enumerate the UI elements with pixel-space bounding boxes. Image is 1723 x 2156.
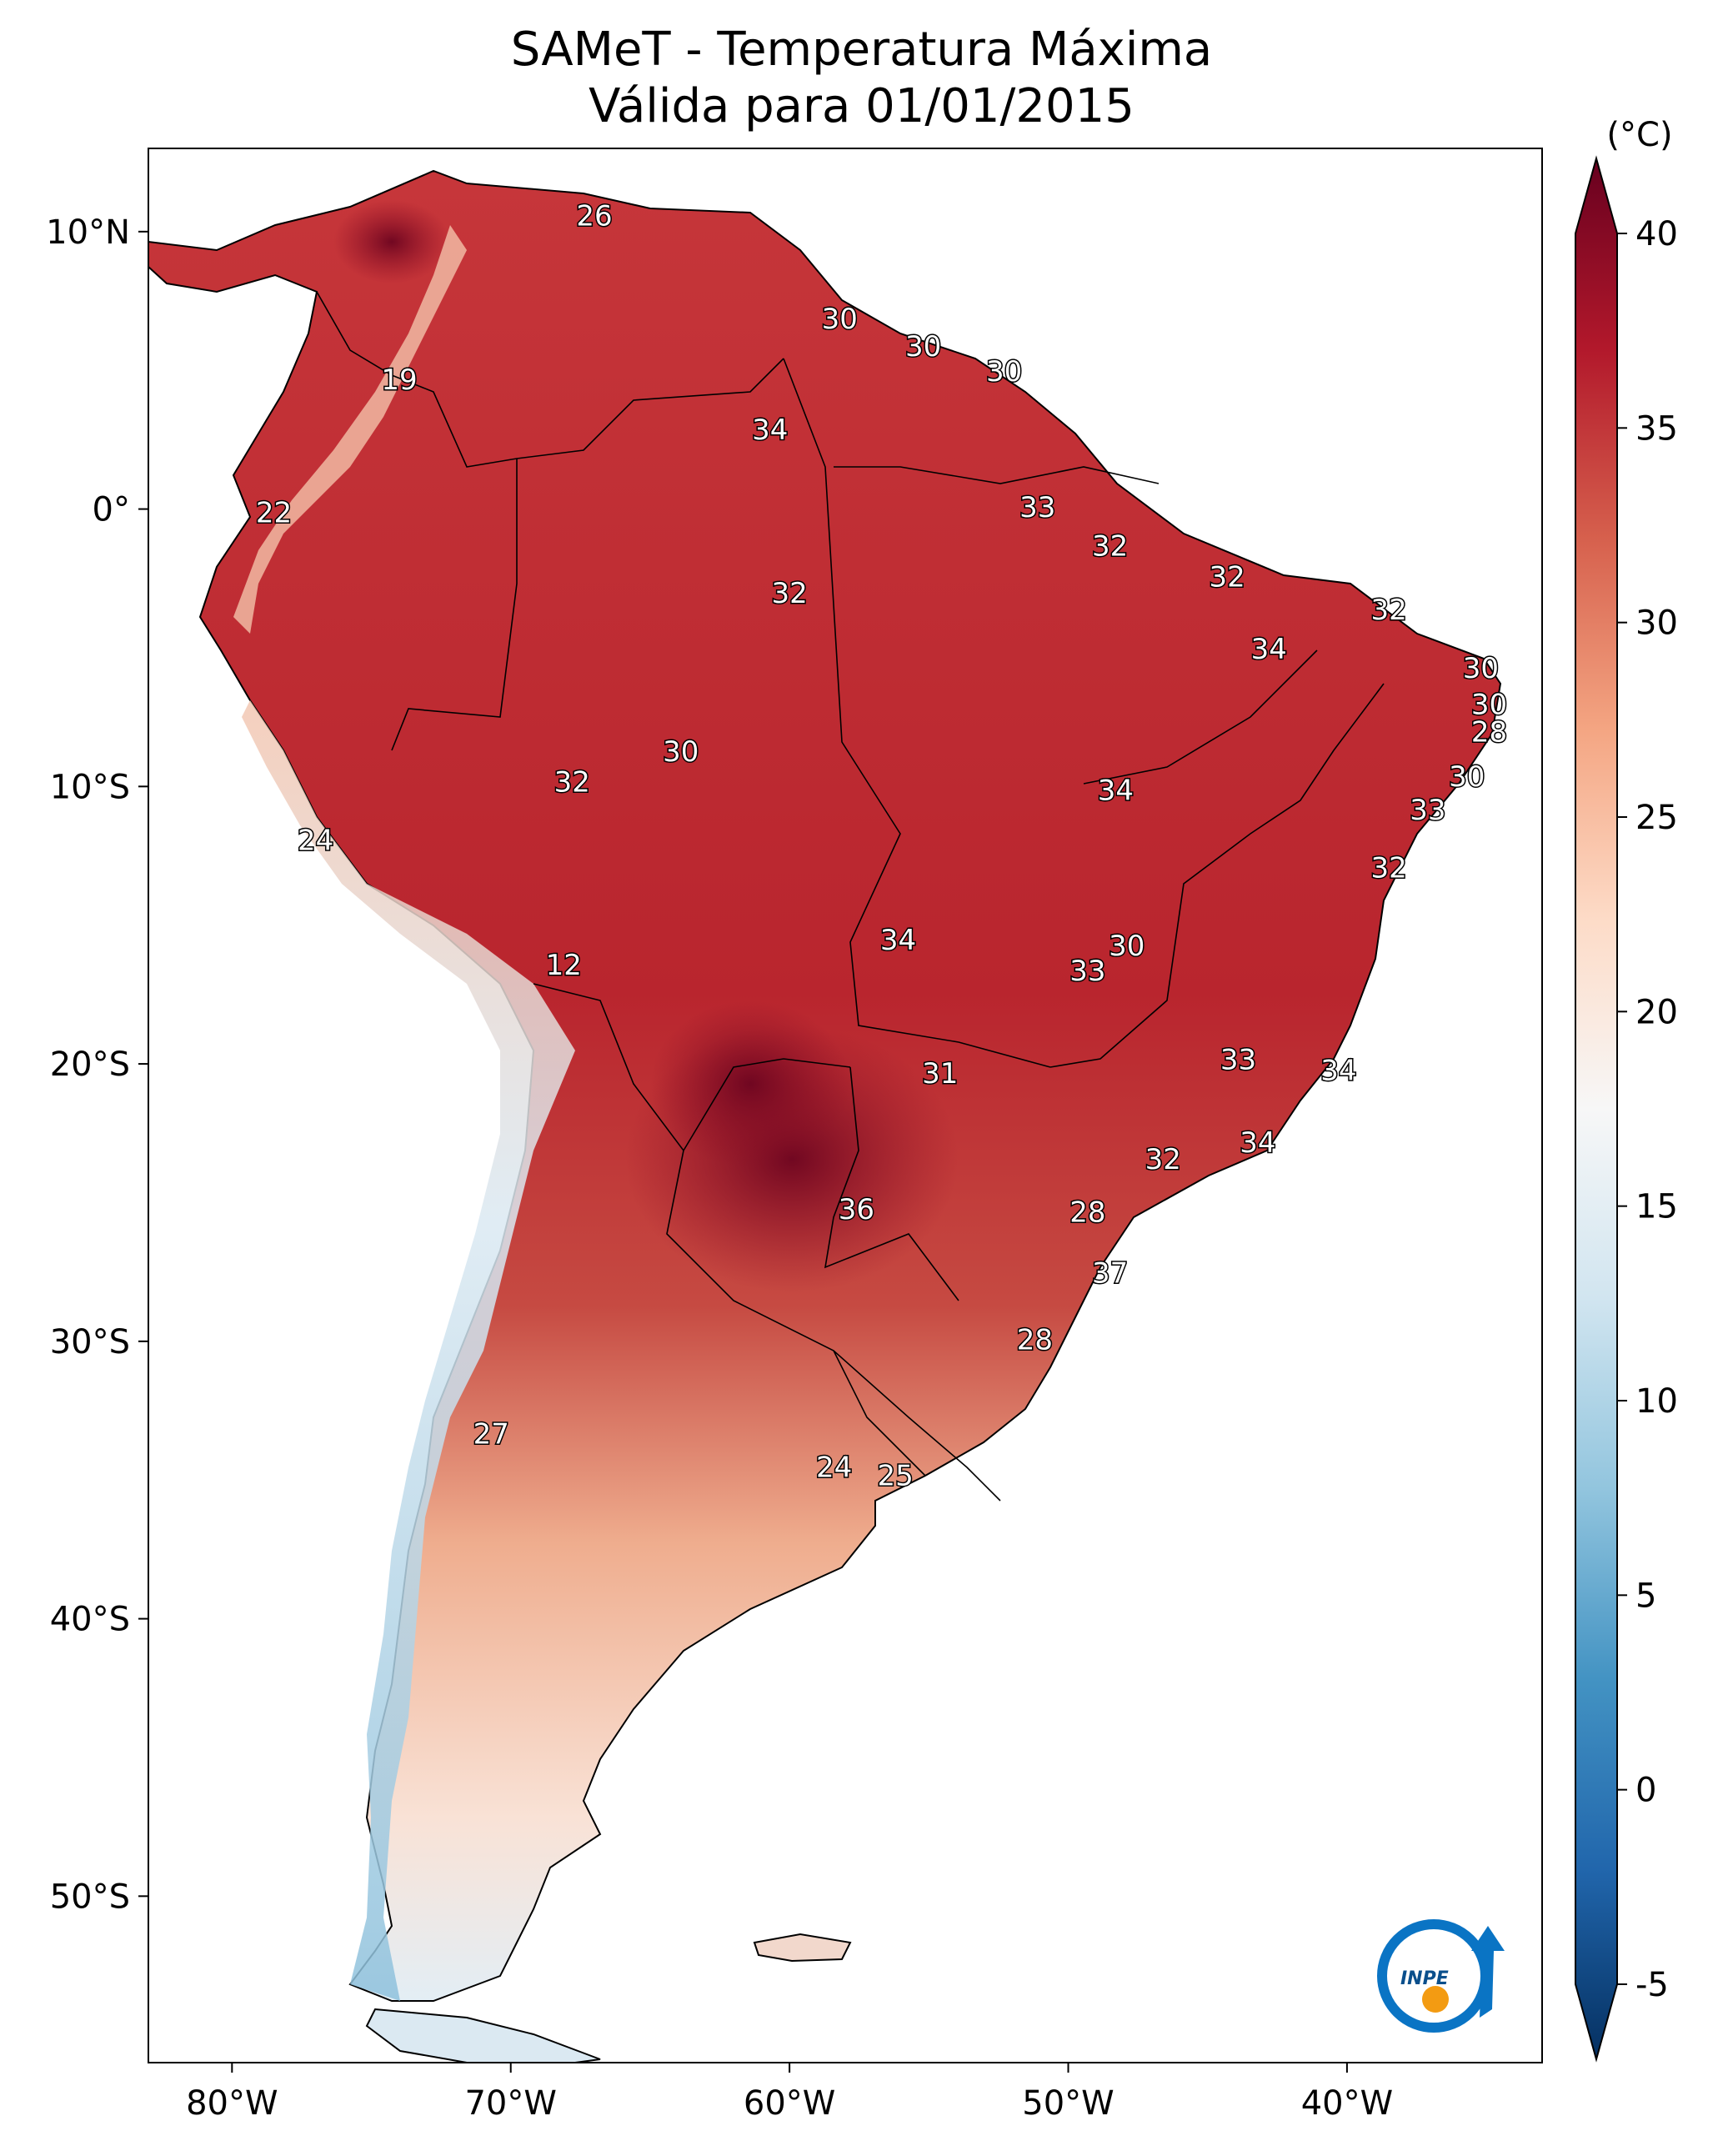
north-andes-cool-strip <box>233 225 467 634</box>
temperature-label: 24 <box>816 1451 852 1484</box>
temperature-label: 30 <box>663 735 699 769</box>
temperature-label: 34 <box>1240 1126 1275 1160</box>
temperature-label: 34 <box>1320 1055 1356 1088</box>
temperature-label: 22 <box>256 497 292 530</box>
lon-tick-label: 50°W <box>1022 2084 1114 2123</box>
temperature-label: 28 <box>1017 1323 1053 1356</box>
temperature-label: 30 <box>905 330 941 364</box>
latitude-axis: 10°N 0° 10°S 20°S 30°S 40°S 50°S <box>46 213 148 1916</box>
colorbar-tick-label: 10 <box>1635 1382 1678 1421</box>
colorbar-ticks: -5 0 5 10 15 20 25 30 35 40 <box>1617 215 1678 2004</box>
temperature-label: 30 <box>1109 930 1144 963</box>
colorbar-tick-label: 20 <box>1635 993 1678 1031</box>
lon-tick-label: 70°W <box>464 2084 556 2123</box>
temperature-label: 30 <box>986 355 1022 389</box>
temperature-label: 30 <box>1449 760 1485 794</box>
temperature-label: 25 <box>878 1459 914 1492</box>
lat-tick-label: 40°S <box>50 1601 130 1639</box>
temperature-label: 32 <box>1092 530 1128 564</box>
temperature-label: 32 <box>771 577 807 610</box>
colorbar-tick-label: 5 <box>1635 1577 1656 1615</box>
logo-text: INPE <box>1400 1968 1449 1989</box>
map-title: SAMeT - Temperatura Máxima <box>510 23 1213 77</box>
colorbar-tick-label: -5 <box>1635 1966 1669 2004</box>
temperature-label: 32 <box>1370 594 1406 627</box>
temperature-label: 27 <box>473 1417 509 1451</box>
colorbar-tick-label: 15 <box>1635 1188 1678 1226</box>
temperature-label: 31 <box>922 1057 958 1091</box>
longitude-axis: 80°W 70°W 60°W 50°W 40°W <box>186 2063 1393 2123</box>
lat-tick-label: 10°S <box>50 768 130 806</box>
lon-tick-label: 80°W <box>186 2084 278 2123</box>
temperature-label: 28 <box>1069 1196 1105 1229</box>
temperature-label: 36 <box>839 1193 874 1226</box>
lon-tick-label: 60°W <box>744 2084 835 2123</box>
colorbar: (°C) -5 0 5 10 15 20 25 30 35 40 <box>1575 116 1678 2063</box>
heat-core-pantanal <box>650 1000 850 1167</box>
temperature-label: 33 <box>1220 1043 1256 1076</box>
temperature-label: 19 <box>381 364 417 397</box>
temperature-label: 34 <box>1098 774 1134 807</box>
heat-core-caribbean <box>333 200 450 283</box>
temperature-label: 12 <box>546 949 582 982</box>
temperature-label: 28 <box>1471 716 1507 750</box>
lat-tick-label: 30°S <box>50 1323 130 1361</box>
temperature-label: 32 <box>1209 560 1245 594</box>
lat-tick-label: 0° <box>93 491 130 529</box>
colorbar-scale <box>1575 155 1618 2063</box>
temperature-label: 30 <box>1463 652 1499 685</box>
lat-tick-label: 20°S <box>50 1045 130 1084</box>
temperature-label: 32 <box>1370 852 1406 885</box>
colorbar-unit: (°C) <box>1606 116 1672 154</box>
tierra-del-fuego <box>365 2008 601 2063</box>
inpe-logo: INPE <box>1377 1919 1505 2033</box>
temperature-label: 24 <box>298 824 333 857</box>
colorbar-tick-label: 25 <box>1635 799 1678 837</box>
temperature-label: 33 <box>1410 794 1445 827</box>
map-frame <box>148 148 1543 2063</box>
temperature-label: 37 <box>1092 1256 1128 1290</box>
temperature-label: 32 <box>554 766 590 800</box>
temperature-label: 30 <box>1471 688 1507 721</box>
colorbar-tick-label: 35 <box>1635 409 1678 448</box>
andes-cool-band <box>242 700 575 2001</box>
lon-tick-label: 40°W <box>1301 2084 1393 2123</box>
temperature-label: 34 <box>752 414 788 447</box>
temperature-label: 33 <box>1019 491 1055 524</box>
temperature-label: 34 <box>880 924 916 957</box>
map-subtitle: Válida para 01/01/2015 <box>589 79 1134 133</box>
colorbar-tick-label: 40 <box>1635 215 1678 253</box>
temperature-label: 32 <box>1145 1143 1181 1176</box>
lat-tick-label: 50°S <box>50 1878 130 1916</box>
temperature-label: 26 <box>576 200 612 233</box>
temperature-label: 34 <box>1251 633 1287 666</box>
country-borders <box>316 291 1385 1502</box>
temperature-label: 30 <box>822 303 858 336</box>
logo-arrow-icon <box>1471 1926 1505 2018</box>
colorbar-tick-label: 30 <box>1635 604 1678 643</box>
falkland-islands <box>753 1933 852 1963</box>
colorbar-tick-label: 0 <box>1635 1772 1656 1810</box>
logo-sun-dot <box>1422 1986 1449 2013</box>
temperature-label: 33 <box>1069 955 1105 988</box>
lat-tick-label: 10°N <box>46 213 130 252</box>
